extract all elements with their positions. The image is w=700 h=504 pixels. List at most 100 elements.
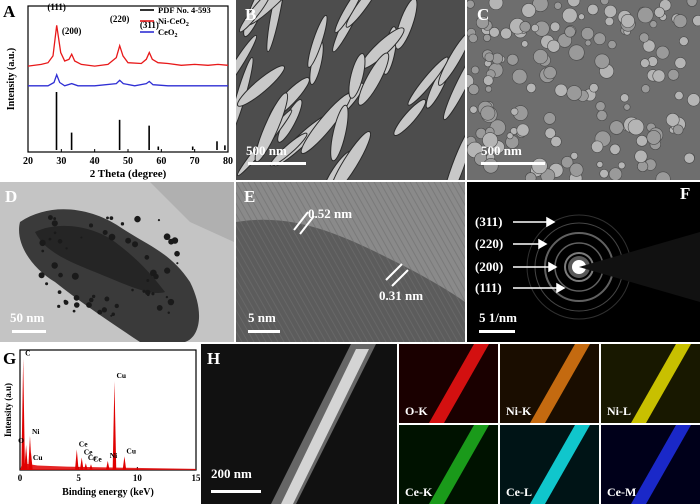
xrd-xtick-label: 70 [190, 156, 200, 167]
eds-xtick-label: 15 [192, 473, 201, 483]
eds-peak-label: Ce [84, 447, 93, 456]
tem-speck [97, 309, 103, 315]
lattice-fringe [236, 191, 321, 342]
sem-grain [543, 112, 556, 125]
xrd-legend-label: CeO2 [158, 27, 178, 39]
sem-rod [239, 0, 271, 33]
tem-speck [157, 219, 161, 222]
eds-peak [84, 463, 88, 470]
sem-grain [654, 6, 665, 18]
map-label-ce-m: Ce-M [607, 485, 637, 499]
lattice-fringe [367, 182, 459, 342]
tem-speck [146, 293, 150, 297]
sem-grain [578, 13, 585, 21]
sem-particles-texture [467, 0, 700, 180]
eds-peak [21, 358, 25, 470]
tem-speck [167, 298, 175, 306]
eds-peak [122, 456, 127, 470]
eds-peak-label: C [25, 348, 30, 357]
lattice-fringe [391, 182, 465, 313]
sem-grain [692, 14, 700, 27]
sem-grain [566, 85, 582, 101]
sem-grain [485, 85, 493, 93]
lattice-fringe [373, 182, 465, 342]
lattice-fringe [271, 182, 363, 342]
sem-image-b: B 500 nm [236, 0, 465, 180]
sem-grain [646, 130, 662, 145]
sem-grain [553, 1, 562, 10]
lattice-fringe [236, 244, 291, 342]
sem-rod [269, 132, 308, 167]
tem-speck [132, 241, 139, 248]
lattice-fringe [236, 276, 273, 342]
eds-xlabel: Binding energy (keV) [62, 487, 154, 498]
xrd-series-ni-ceo2 [27, 25, 229, 67]
sem-grain [488, 0, 504, 10]
tem-speck [38, 272, 45, 279]
map-ni-k: Ni-K [500, 344, 599, 423]
sem-grain [543, 66, 557, 80]
lattice-fringe [445, 182, 465, 217]
xrd-peak-label: (200) [62, 26, 82, 36]
panel-label-c: C [477, 5, 490, 24]
eds-peak-label: Ce [88, 453, 97, 462]
tem-speck [53, 231, 57, 235]
sem-grain [623, 103, 631, 111]
tem-speck [163, 233, 171, 241]
tem-speck [65, 247, 68, 250]
sem-grain [672, 124, 684, 136]
map-label-ni-k: Ni-K [506, 404, 532, 418]
sem-rod [330, 104, 349, 162]
eds-baseline [20, 463, 196, 470]
tem-speck [165, 295, 169, 299]
sem-grain [593, 32, 606, 46]
panel-label-f: F [680, 184, 691, 203]
sem-rods-texture [236, 0, 465, 180]
eds-peak-label: Ni [110, 451, 118, 460]
panel-label-e: E [244, 187, 256, 206]
eds-peak-label: Ni [32, 427, 40, 436]
tem-speck [57, 290, 62, 295]
map-label-ce-k: Ce-K [405, 485, 433, 499]
lattice-fringe [331, 182, 423, 342]
sem-grain [484, 52, 495, 62]
panel-label-g: G [3, 349, 17, 368]
sem-rod [438, 31, 465, 86]
eds-chart: 0 5 10 15 Binding energy (keV) Intensity (a.u… [3, 348, 201, 498]
lattice-fringe [236, 182, 327, 342]
tem-speck [58, 272, 63, 278]
eds-peak-label: Cu [33, 453, 43, 462]
tem-aggregate [0, 182, 234, 342]
fringe-label-052: 0.52 nm [308, 206, 353, 221]
sem-grain [468, 83, 480, 95]
sem-grain [596, 161, 604, 168]
sem-grain [525, 172, 537, 180]
sem-grain [687, 93, 700, 107]
tem-speck [153, 273, 159, 280]
sem-grain [521, 3, 536, 18]
sem-grain [489, 26, 500, 38]
haadf-rod [201, 344, 397, 504]
sem-grain [667, 69, 680, 81]
xrd-peak-label: (311) [140, 20, 159, 30]
eds-axes-frame [19, 349, 197, 471]
tem-speck [144, 255, 150, 260]
lattice-fringe [439, 182, 465, 228]
scale-text-h: 200 nm [211, 466, 252, 481]
sem-grain [617, 161, 626, 170]
lattice-fringe [415, 182, 465, 271]
xrd-legend-label: Ni-CeO2 [158, 16, 189, 28]
lattice-fringe [283, 182, 375, 342]
tem-speck [156, 305, 163, 311]
tem-speck [45, 282, 49, 286]
lattice-fringe [236, 223, 303, 342]
sem-grain [547, 39, 561, 53]
eds-peak [112, 381, 117, 470]
sem-grain [483, 33, 492, 42]
eds-peak-label: Ce [93, 454, 102, 463]
tem-speck [91, 294, 96, 299]
lattice-fringe [236, 212, 309, 342]
sem-grain [641, 84, 651, 94]
tem-speck [72, 309, 76, 313]
hrtem-lattice [236, 182, 465, 342]
